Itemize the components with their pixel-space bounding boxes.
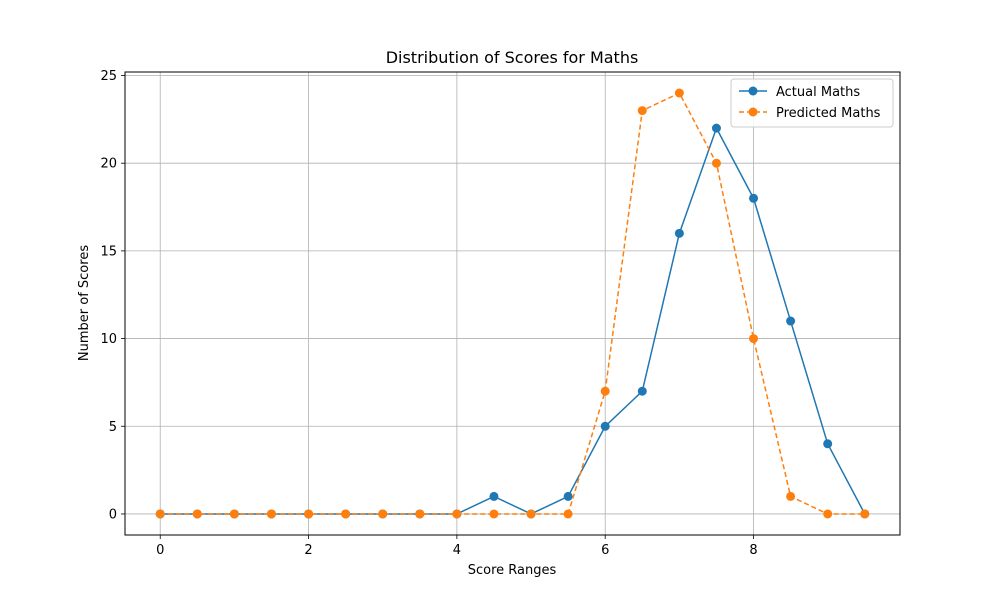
legend-marker-actual [748,86,758,96]
y-tick-label: 15 [100,244,117,259]
chart-title: Distribution of Scores for Maths [386,48,639,67]
data-point-predicted [155,509,165,519]
series-predicted [155,88,870,519]
data-point-actual [563,491,573,501]
legend-marker-predicted [748,107,758,117]
data-point-predicted [600,386,610,396]
data-point-actual [674,228,684,238]
data-point-predicted [452,509,462,519]
y-tick-label: 5 [109,420,117,435]
x-axis-label: Score Ranges [468,563,557,578]
axis-ticks: 0 2 4 6 8 0 5 10 15 20 25 [100,69,757,558]
data-point-predicted [674,88,684,98]
data-point-predicted [304,509,314,519]
data-point-actual [749,193,759,203]
data-point-predicted [823,509,833,519]
data-point-predicted [786,491,796,501]
data-point-predicted [341,509,351,519]
data-point-predicted [229,509,239,519]
y-tick-label: 25 [100,69,117,84]
legend-box [730,78,894,128]
series-layer [155,88,870,519]
data-point-actual [711,123,721,133]
y-tick-label: 0 [109,507,117,522]
data-point-actual [786,316,796,326]
grid [125,72,900,535]
series-line-actual [160,127,866,515]
data-point-predicted [860,509,870,519]
legend-label-predicted: Predicted Maths [776,106,881,121]
data-point-predicted [192,509,202,519]
legend-label-actual: Actual Maths [776,85,860,100]
x-tick-label: 0 [156,543,164,558]
y-axis-label: Number of Scores [77,245,92,361]
data-point-predicted [489,509,499,519]
legend: Actual Maths Predicted Maths [730,78,894,128]
y-tick-label: 10 [100,332,117,347]
data-point-actual [637,386,647,396]
data-point-predicted [749,334,759,344]
x-tick-label: 6 [601,543,609,558]
data-point-actual [823,439,833,449]
x-tick-label: 8 [749,543,757,558]
data-point-predicted [526,509,536,519]
data-point-predicted [637,106,647,116]
y-tick-label: 20 [100,157,117,172]
x-tick-label: 4 [453,543,461,558]
x-tick-label: 2 [304,543,312,558]
data-point-actual [489,491,499,501]
data-point-predicted [563,509,573,519]
plot-frame [124,71,901,536]
data-point-actual [600,421,610,431]
data-point-predicted [266,509,276,519]
series-line-predicted [160,92,865,515]
data-point-predicted [711,158,721,168]
data-point-predicted [415,509,425,519]
data-point-predicted [378,509,388,519]
